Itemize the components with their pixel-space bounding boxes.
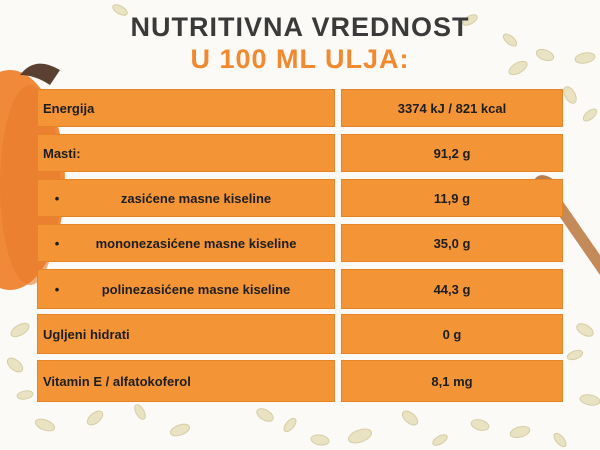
row-label: Energija — [37, 89, 335, 127]
title-line-1: NUTRITIVNA VREDNOST — [130, 12, 470, 42]
row-value: 8,1 mg — [341, 360, 563, 402]
row-value: 44,3 g — [341, 269, 563, 309]
row-value: 0 g — [341, 314, 563, 354]
nutrition-table: Energija 3374 kJ / 821 kcal Masti: 91,2 … — [37, 89, 563, 402]
row-label: polinezasićene masne kiseline — [101, 281, 291, 297]
row-value: 35,0 g — [341, 224, 563, 262]
table-row-mononezasicene: • mononezasićene masne kiseline 35,0 g — [37, 224, 563, 262]
bullet-icon: • — [54, 235, 60, 251]
table-row-ugljeni-hidrati: Ugljeni hidrati 0 g — [37, 314, 563, 354]
row-label: zasićene masne kiseline — [120, 190, 272, 206]
table-row-vitamin-e: Vitamin E / alfatokoferol 8,1 mg — [37, 360, 563, 402]
table-row-energija: Energija 3374 kJ / 821 kcal — [37, 89, 563, 127]
table-row-polinezasicene: • polinezasićene masne kiseline 44,3 g — [37, 269, 563, 309]
row-label: Vitamin E / alfatokoferol — [37, 360, 335, 402]
table-row-zasicene: • zasićene masne kiseline 11,9 g — [37, 179, 563, 217]
row-value: 91,2 g — [341, 134, 563, 172]
row-value: 11,9 g — [341, 179, 563, 217]
title-line-2: U 100 ML ULJA: — [190, 44, 410, 74]
row-label: Ugljeni hidrati — [37, 314, 335, 354]
row-value: 3374 kJ / 821 kcal — [341, 89, 563, 127]
table-row-masti: Masti: 91,2 g — [37, 134, 563, 172]
row-label: Masti: — [37, 134, 335, 172]
bullet-icon: • — [54, 281, 60, 297]
row-label: mononezasićene masne kiseline — [95, 235, 297, 251]
seed-decorations — [6, 4, 600, 448]
bullet-icon: • — [54, 190, 60, 206]
